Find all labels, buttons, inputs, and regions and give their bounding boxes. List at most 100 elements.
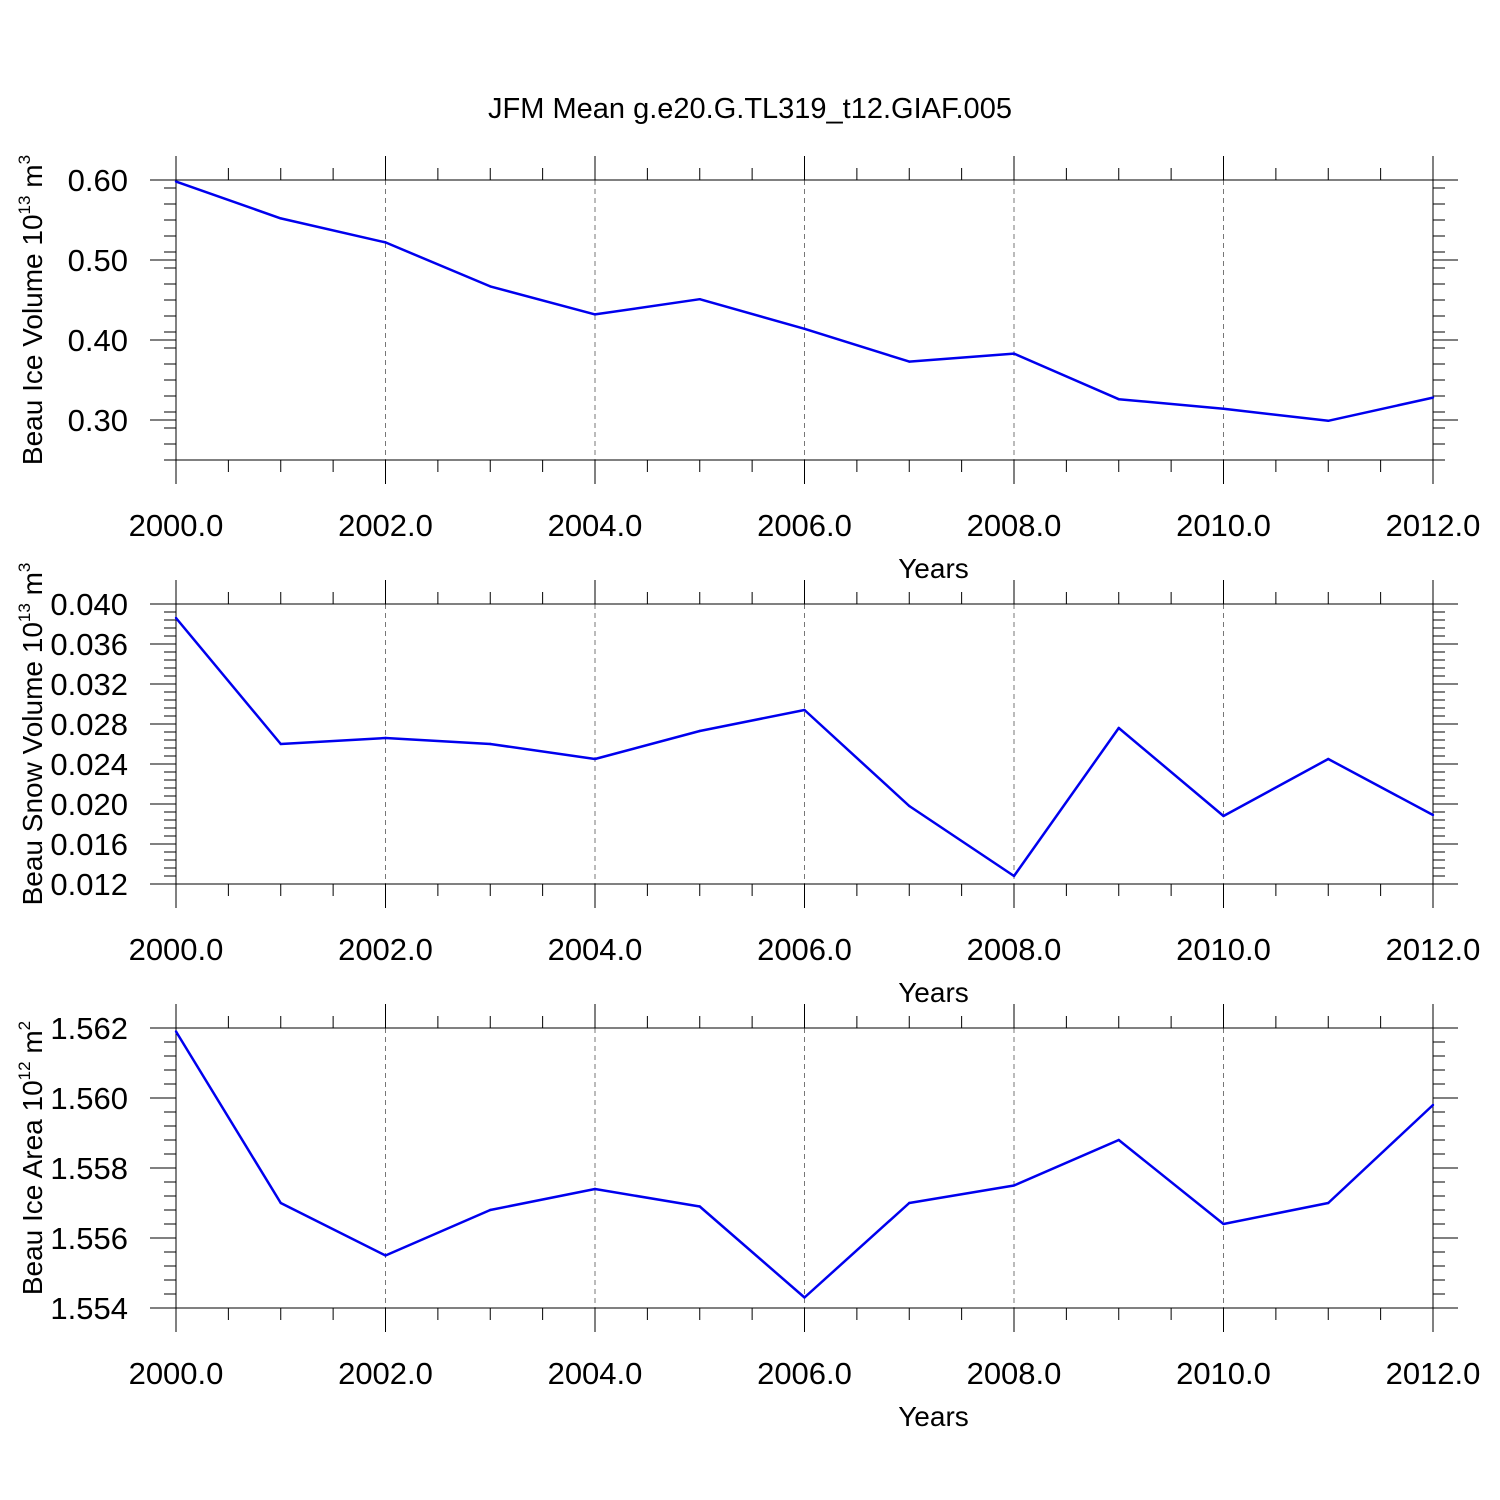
data-point [279, 217, 282, 220]
y-tick-label: 0.60 [68, 163, 128, 198]
y-axis-label-superscript: 12 [15, 1061, 34, 1080]
data-point [1431, 1103, 1435, 1107]
y-tick-label: 0.024 [50, 747, 128, 782]
x-tick-label: 2000.0 [129, 508, 224, 543]
data-point [1222, 814, 1225, 818]
y-tick-label: 0.40 [68, 323, 128, 358]
figure-title: JFM Mean g.e20.G.TL319_t12.GIAF.005 [488, 93, 1012, 125]
x-tick-label: 2000.0 [129, 932, 224, 967]
y-tick-label: 0.012 [50, 867, 128, 902]
data-point [593, 313, 597, 316]
data-point [279, 742, 282, 746]
data-point [908, 360, 911, 363]
x-tick-label: 2010.0 [1176, 932, 1271, 967]
data-point [1012, 352, 1016, 355]
data-point [1117, 1138, 1120, 1142]
data-point [803, 1296, 806, 1299]
data-point [489, 285, 492, 288]
y-axis-label-superscript: 3 [15, 155, 34, 164]
data-point [1012, 874, 1016, 878]
data-point [174, 180, 178, 183]
y-axis-label-text: m [17, 164, 48, 195]
x-tick-label: 2004.0 [548, 1356, 643, 1391]
data-point [174, 616, 178, 620]
x-axis-label: Years [898, 1401, 969, 1432]
data-point [174, 1030, 178, 1033]
y-tick-label: 1.562 [50, 1011, 128, 1046]
data-point [1327, 419, 1330, 422]
data-point [698, 298, 701, 301]
data-point [1431, 813, 1435, 817]
x-tick-label: 2008.0 [967, 508, 1062, 543]
data-point [1327, 757, 1330, 761]
x-axis-label: Years [898, 553, 969, 584]
data-point [384, 736, 387, 740]
x-tick-label: 2000.0 [129, 1356, 224, 1391]
x-tick-label: 2008.0 [967, 1356, 1062, 1391]
y-tick-label: 1.560 [50, 1081, 128, 1116]
x-tick-label: 2006.0 [757, 508, 852, 543]
y-axis-label-superscript: 13 [15, 196, 34, 215]
panel-1: 0.30 0.40 0.50 0.60 2000.0 2002.0 2004.0 2006.0… [15, 155, 1480, 584]
x-tick-label: 2002.0 [338, 508, 433, 543]
y-tick-label: 0.50 [68, 243, 128, 278]
data-point [489, 742, 492, 746]
x-tick-label: 2006.0 [757, 1356, 852, 1391]
data-point [1327, 1201, 1330, 1205]
y-tick-label: 1.554 [50, 1291, 128, 1326]
y-axis-label-text: Beau Ice Volume 10 [17, 214, 48, 465]
y-axis-label: Beau Snow Volume 1013 m3 [15, 563, 48, 906]
data-point [1117, 726, 1120, 730]
data-point [908, 804, 911, 808]
y-tick-label: 0.032 [50, 667, 128, 702]
panel-2: 0.012 0.016 0.020 0.024 0.028 0.032 0.036 0.040… [15, 563, 1480, 1008]
x-tick-label: 2004.0 [548, 508, 643, 543]
x-tick-label: 2010.0 [1176, 1356, 1271, 1391]
x-tick-label: 2012.0 [1386, 932, 1481, 967]
data-point [593, 1187, 597, 1191]
data-point [698, 1205, 701, 1208]
x-axis-label: Years [898, 977, 969, 1008]
data-point [803, 708, 806, 712]
data-point [384, 1254, 387, 1257]
y-tick-label: 0.040 [50, 587, 128, 622]
y-axis-label: Beau Ice Area 1012 m2 [15, 1021, 48, 1295]
y-axis-label-text: Beau Ice Area 10 [17, 1080, 48, 1295]
y-tick-label: 1.558 [50, 1151, 128, 1186]
y-axis-label-superscript: 2 [15, 1021, 34, 1030]
data-point [908, 1201, 911, 1205]
y-tick-label: 1.556 [50, 1221, 128, 1256]
x-tick-label: 2006.0 [757, 932, 852, 967]
y-axis-label-text: m [17, 572, 48, 603]
x-tick-label: 2010.0 [1176, 508, 1271, 543]
data-point [803, 327, 806, 330]
data-point [1222, 1222, 1225, 1226]
y-tick-label: 0.028 [50, 707, 128, 742]
y-tick-label: 0.020 [50, 787, 128, 822]
data-point [1012, 1184, 1016, 1187]
y-axis-label-superscript: 13 [15, 603, 34, 622]
x-tick-label: 2002.0 [338, 1356, 433, 1391]
x-tick-label: 2004.0 [548, 932, 643, 967]
x-tick-label: 2008.0 [967, 932, 1062, 967]
x-tick-label: 2012.0 [1386, 1356, 1481, 1391]
data-point [1117, 398, 1120, 401]
y-axis-label-text: Beau Snow Volume 10 [17, 622, 48, 905]
y-tick-label: 0.016 [50, 827, 128, 862]
y-tick-label: 0.036 [50, 627, 128, 662]
data-point [384, 241, 387, 244]
y-axis-label-text: m [17, 1030, 48, 1061]
data-point [593, 757, 597, 761]
panel-3: 1.554 1.556 1.558 1.560 1.562 2000.0 2002.0 200… [15, 1004, 1480, 1432]
data-point [1431, 396, 1435, 399]
data-point [279, 1201, 282, 1205]
panels: 0.30 0.40 0.50 0.60 2000.0 2002.0 2004.0 2006.0… [15, 155, 1480, 1432]
x-tick-label: 2002.0 [338, 932, 433, 967]
data-point [698, 729, 701, 733]
y-tick-label: 0.30 [68, 403, 128, 438]
data-point [1222, 407, 1225, 410]
y-axis-label: Beau Ice Volume 1013 m3 [15, 155, 48, 465]
data-point [489, 1208, 492, 1212]
x-tick-label: 2012.0 [1386, 508, 1481, 543]
